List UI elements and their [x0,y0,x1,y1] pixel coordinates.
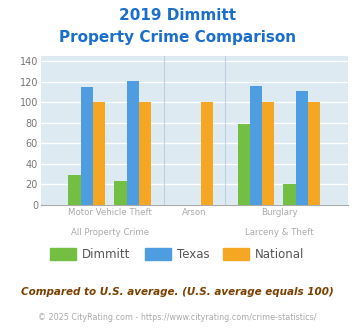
Bar [68,175,81,205]
Text: Property Crime Comparison: Property Crime Comparison [59,30,296,45]
Text: Larceny & Theft: Larceny & Theft [245,228,313,237]
Bar [81,87,93,205]
Text: Motor Vehicle Theft: Motor Vehicle Theft [68,208,152,217]
Bar [237,124,250,205]
Bar [296,91,308,205]
Bar [201,102,213,205]
Text: Arson: Arson [182,208,207,217]
Text: Compared to U.S. average. (U.S. average equals 100): Compared to U.S. average. (U.S. average … [21,287,334,297]
Text: Burglary: Burglary [261,208,297,217]
Text: 2019 Dimmitt: 2019 Dimmitt [119,8,236,23]
Bar [114,181,127,205]
Bar [250,86,262,205]
Bar [283,184,296,205]
Text: All Property Crime: All Property Crime [71,228,149,237]
Legend: Dimmitt, Texas, National: Dimmitt, Texas, National [45,244,310,266]
Bar [262,102,274,205]
Bar [308,102,321,205]
Text: © 2025 CityRating.com - https://www.cityrating.com/crime-statistics/: © 2025 CityRating.com - https://www.city… [38,314,317,322]
Bar [93,102,105,205]
Bar [127,81,139,205]
Bar [139,102,151,205]
